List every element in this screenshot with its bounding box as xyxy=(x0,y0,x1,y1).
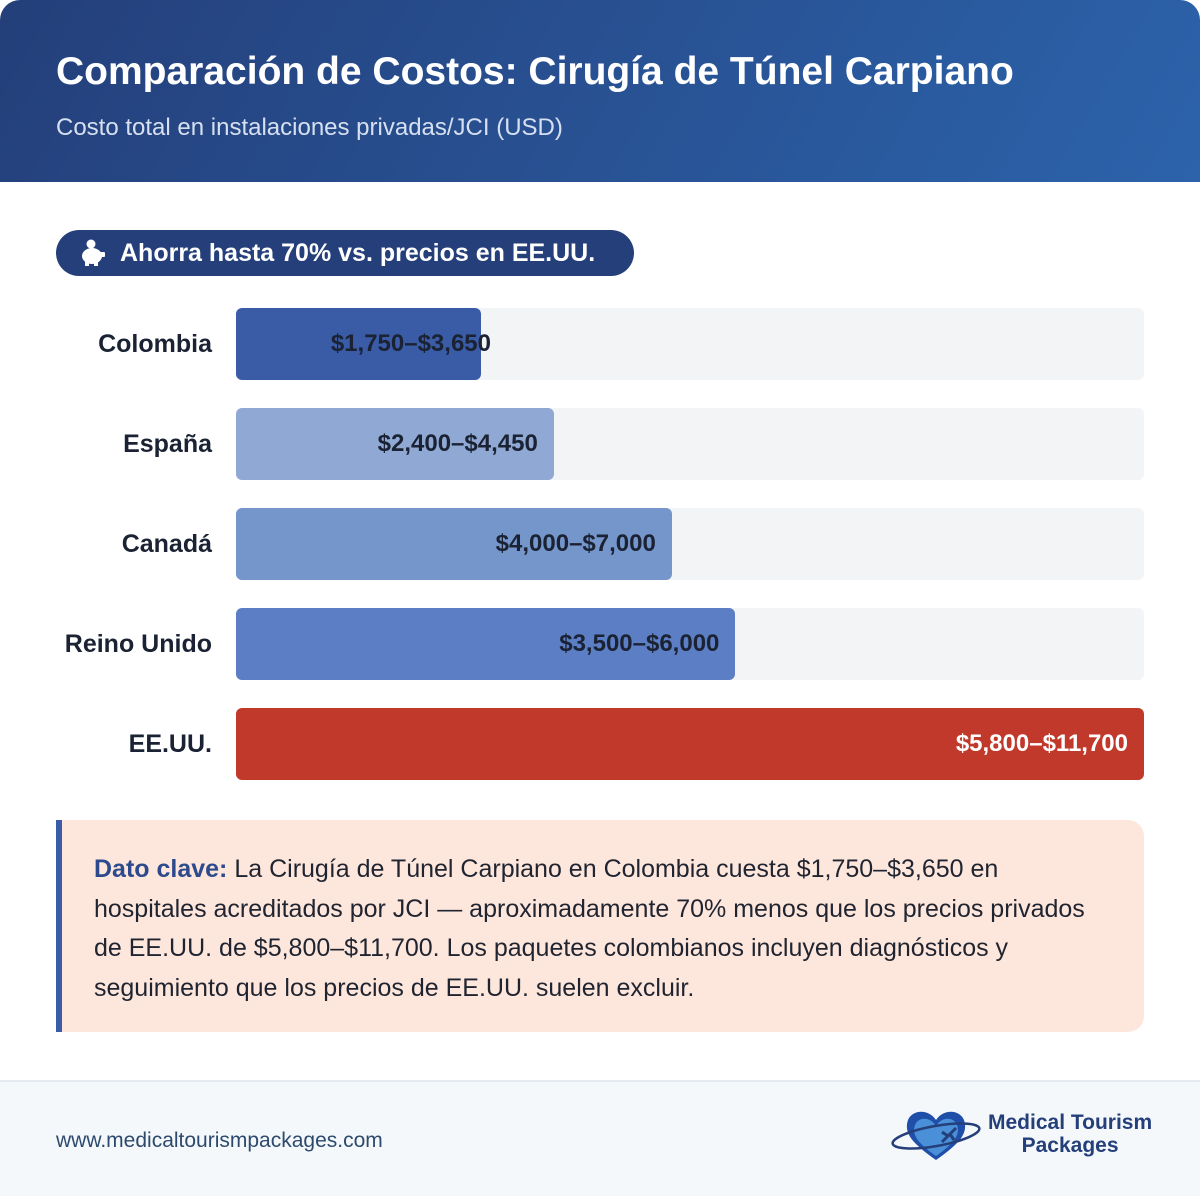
bar-value-label: $5,800–$11,700 xyxy=(955,730,1128,757)
header: Comparación de Costos: Cirugía de Túnel … xyxy=(0,0,1200,182)
page-title: Comparación de Costos: Cirugía de Túnel … xyxy=(56,50,1014,93)
bar-espa-a xyxy=(236,408,554,480)
bar-ee-uu- xyxy=(236,708,1144,780)
category-label: España xyxy=(123,430,212,458)
piggy-bank-icon xyxy=(82,239,105,266)
logo-line1: Medical Tourism xyxy=(988,1111,1153,1134)
page-subtitle: Costo total en instalaciones privadas/JC… xyxy=(56,114,563,141)
bar-track: $4,000–$7,000 xyxy=(236,508,1144,580)
bar-reino-unido xyxy=(236,608,736,680)
category-label: EE.UU. xyxy=(128,730,212,758)
bar-value-label: $3,500–$6,000 xyxy=(559,630,720,657)
bar-colombia xyxy=(236,308,482,380)
category-label: Canadá xyxy=(121,530,212,558)
category-label: Colombia xyxy=(98,330,212,358)
bar-value-label: $2,400–$4,450 xyxy=(377,430,538,457)
bar-track: $1,750–$3,650 xyxy=(236,308,1144,380)
bar-value-label: $4,000–$7,000 xyxy=(495,530,656,557)
callout-lead: Dato clave: xyxy=(94,855,228,883)
footer: www.medicaltourismpackages.com Medical T… xyxy=(0,1080,1200,1196)
website-url[interactable]: www.medicaltourismpackages.com xyxy=(56,1129,383,1152)
bar-canad- xyxy=(236,508,672,580)
savings-badge: Ahorra hasta 70% vs. precios en EE.UU. xyxy=(56,230,634,276)
bar-track: $2,400–$4,450 xyxy=(236,408,1144,480)
bar-value-label: $1,750–$3,650 xyxy=(330,330,491,357)
bar-track: $3,500–$6,000 xyxy=(236,608,1144,680)
key-fact-callout: Dato clave: La Cirugía de Túnel Carpiano… xyxy=(56,820,1144,1032)
bar-track: $5,800–$11,700 xyxy=(236,708,1144,780)
callout-text: La Cirugía de Túnel Carpiano en Colombia… xyxy=(94,855,1085,1002)
heart-plane-logo-icon xyxy=(891,1111,981,1160)
badge-text: Ahorra hasta 70% vs. precios en EE.UU. xyxy=(120,238,596,267)
logo: Medical Tourism Packages xyxy=(890,1106,1152,1162)
logo-line2: Packages xyxy=(1021,1134,1119,1157)
category-label: Reino Unido xyxy=(64,630,212,658)
